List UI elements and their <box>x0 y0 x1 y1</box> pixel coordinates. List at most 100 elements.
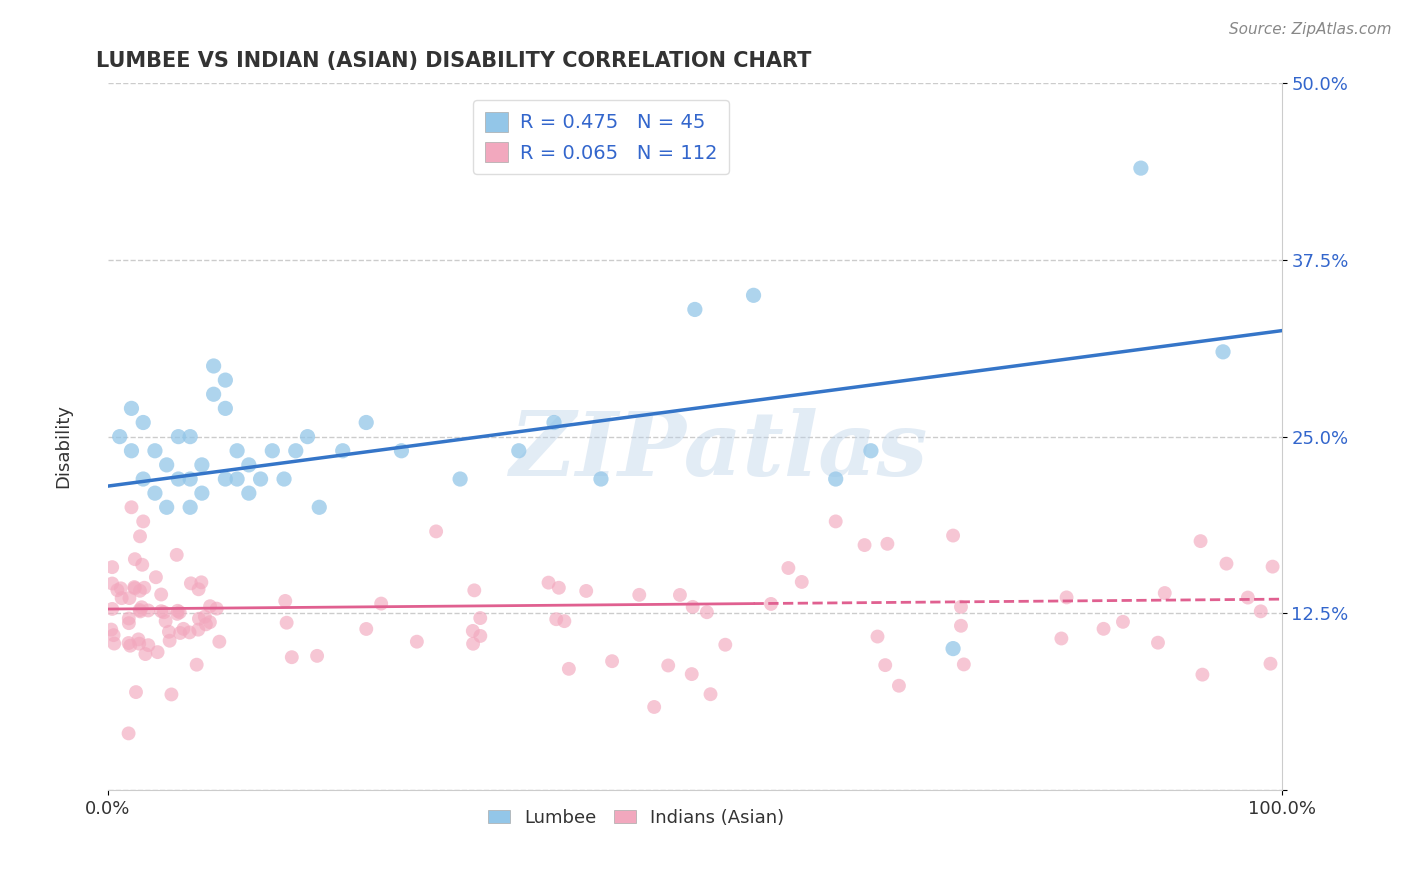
Point <box>463 583 485 598</box>
Point <box>179 429 201 443</box>
Point <box>187 582 209 597</box>
Point <box>150 587 173 601</box>
Point <box>461 637 484 651</box>
Point <box>132 472 155 486</box>
Point <box>470 611 492 625</box>
Point <box>425 524 447 539</box>
Point <box>190 575 212 590</box>
Point <box>284 443 307 458</box>
Point <box>134 581 156 595</box>
Point <box>120 639 142 653</box>
Point <box>1237 591 1260 605</box>
Point <box>111 591 134 606</box>
Point <box>1153 586 1175 600</box>
Point <box>132 416 155 430</box>
Point <box>1212 344 1234 359</box>
Point <box>179 472 201 486</box>
Point <box>202 359 225 373</box>
Point <box>127 632 149 647</box>
Point <box>790 574 813 589</box>
Point <box>118 591 141 606</box>
Point <box>546 612 568 626</box>
Point <box>683 302 706 317</box>
Point <box>103 636 125 650</box>
Point <box>876 537 898 551</box>
Point <box>332 443 354 458</box>
Text: LUMBEE VS INDIAN (ASIAN) DISABILITY CORRELATION CHART: LUMBEE VS INDIAN (ASIAN) DISABILITY CORR… <box>96 51 811 70</box>
Point <box>134 647 156 661</box>
Point <box>249 472 271 486</box>
Point <box>575 583 598 598</box>
Point <box>214 472 236 486</box>
Text: ZIPatlas: ZIPatlas <box>509 408 927 494</box>
Point <box>824 515 846 529</box>
Point <box>101 602 124 616</box>
Point <box>273 472 295 486</box>
Point <box>308 500 330 515</box>
Point <box>180 576 202 591</box>
Point <box>179 500 201 515</box>
Point <box>198 615 221 629</box>
Point <box>153 605 176 619</box>
Point <box>166 548 188 562</box>
Point <box>186 657 208 672</box>
Point <box>187 612 209 626</box>
Point <box>160 688 183 702</box>
Point <box>1261 559 1284 574</box>
Point <box>101 560 124 574</box>
Point <box>643 700 665 714</box>
Point <box>949 619 972 633</box>
Point <box>128 637 150 651</box>
Point <box>167 429 190 443</box>
Point <box>875 658 897 673</box>
Point <box>1191 667 1213 681</box>
Point <box>117 636 139 650</box>
Point <box>191 486 214 500</box>
Point <box>553 614 575 628</box>
Point <box>172 622 194 636</box>
Point <box>226 443 249 458</box>
Point <box>124 552 146 566</box>
Point <box>138 638 160 652</box>
Point <box>558 662 581 676</box>
Point <box>129 529 152 543</box>
Point <box>1092 622 1115 636</box>
Point <box>159 633 181 648</box>
Point <box>1050 632 1073 646</box>
Point <box>194 609 217 624</box>
Point <box>118 616 141 631</box>
Point <box>1147 635 1170 649</box>
Point <box>150 604 173 618</box>
Text: Source: ZipAtlas.com: Source: ZipAtlas.com <box>1229 22 1392 37</box>
Point <box>681 667 703 681</box>
Point <box>356 622 378 636</box>
Point <box>103 628 125 642</box>
Point <box>194 617 217 632</box>
Point <box>866 630 889 644</box>
Point <box>449 472 471 486</box>
Point <box>682 599 704 614</box>
Point <box>853 538 876 552</box>
Point <box>405 634 427 648</box>
Point <box>167 472 190 486</box>
Point <box>508 443 530 458</box>
Point <box>1056 591 1078 605</box>
Point <box>110 582 132 596</box>
Point <box>657 658 679 673</box>
Point <box>166 607 188 621</box>
Point <box>128 603 150 617</box>
Point <box>121 500 143 515</box>
Point <box>156 500 179 515</box>
Point <box>121 443 143 458</box>
Point <box>100 623 122 637</box>
Point <box>169 626 191 640</box>
Point <box>214 373 236 387</box>
Point <box>208 634 231 648</box>
Point <box>354 416 377 430</box>
Point <box>191 458 214 472</box>
Point <box>953 657 976 672</box>
Point <box>470 629 492 643</box>
Text: Disability: Disability <box>55 404 72 488</box>
Point <box>136 603 159 617</box>
Point <box>391 443 413 458</box>
